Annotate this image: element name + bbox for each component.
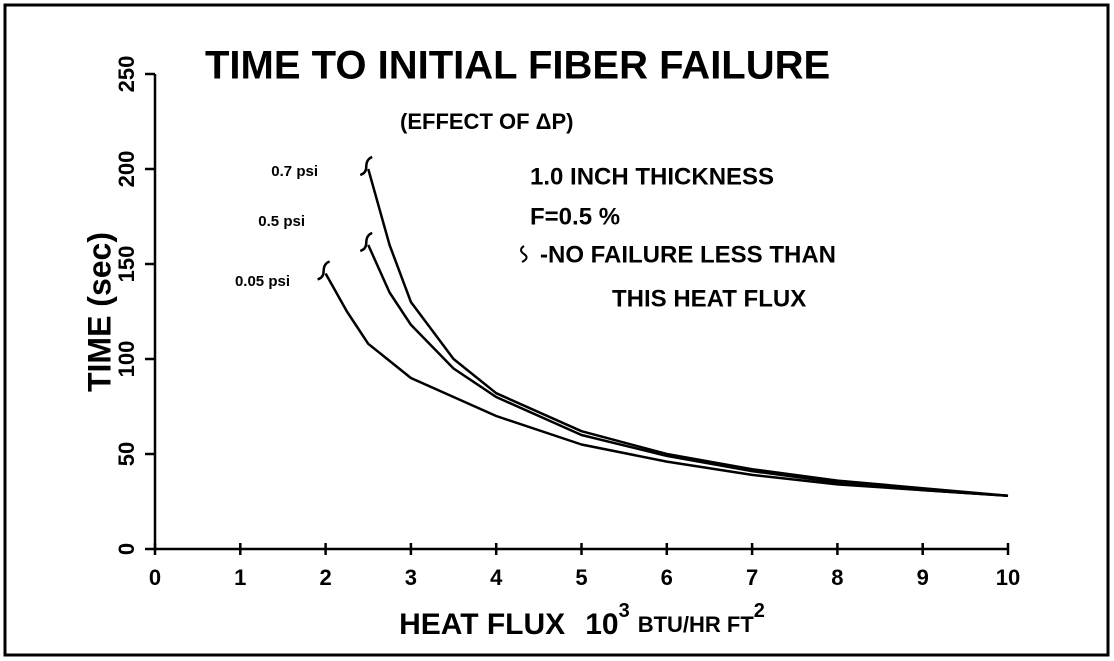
x-tick-label: 3 [405,565,417,590]
series-label: 0.7 psi [271,163,318,180]
break-symbol [317,260,331,281]
y-axis-label: TIME (sec) [81,232,117,392]
subtitle: (EFFECT OF ΔP) [400,109,573,134]
x-label-text: 3 [619,600,630,622]
x-label-text: BTU/HR FT [638,612,755,637]
x-tick-label: 7 [746,565,758,590]
x-tick-label: 6 [661,565,673,590]
break-symbol [520,245,528,263]
line-series [324,272,1009,498]
y-tick-label: 250 [114,56,139,93]
x-tick-label: 5 [575,565,587,590]
annotation: THIS HEAT FLUX [612,285,806,312]
annotation: 1.0 INCH THICKNESS [530,163,774,190]
break-symbol [359,231,373,253]
series-label: 0.05 psi [235,273,290,290]
y-tick-label: 0 [114,543,139,555]
frame [3,3,1110,657]
chart-title: TIME TO INITIAL FIBER FAILURE [205,44,830,88]
x-label-text: HEAT FLUX [399,608,565,641]
x-label-text: 10 [585,608,618,641]
line-series [367,244,1009,498]
x-axis-label: HEAT FLUX 103 BTU/HR FT2 [399,600,765,641]
series-label: 0.5 psi [258,213,305,230]
annotation: F=0.5 % [530,203,620,230]
x-tick-label: 0 [149,565,161,590]
y-tick-label: 100 [114,341,139,378]
x-tick-label: 9 [917,565,929,590]
line-series [367,168,1009,498]
x-tick-label: 10 [996,565,1020,590]
x-tick-label: 1 [234,565,246,590]
x-label-text: 2 [754,600,765,622]
annotation: -NO FAILURE LESS THAN [540,241,836,268]
y-tick-label: 50 [114,442,139,466]
y-tick-label: 150 [114,246,139,283]
y-tick-label: 200 [114,151,139,188]
x-tick-label: 4 [490,565,503,590]
x-tick-label: 2 [319,565,331,590]
break-symbol [359,155,373,177]
x-tick-label: 8 [831,565,843,590]
